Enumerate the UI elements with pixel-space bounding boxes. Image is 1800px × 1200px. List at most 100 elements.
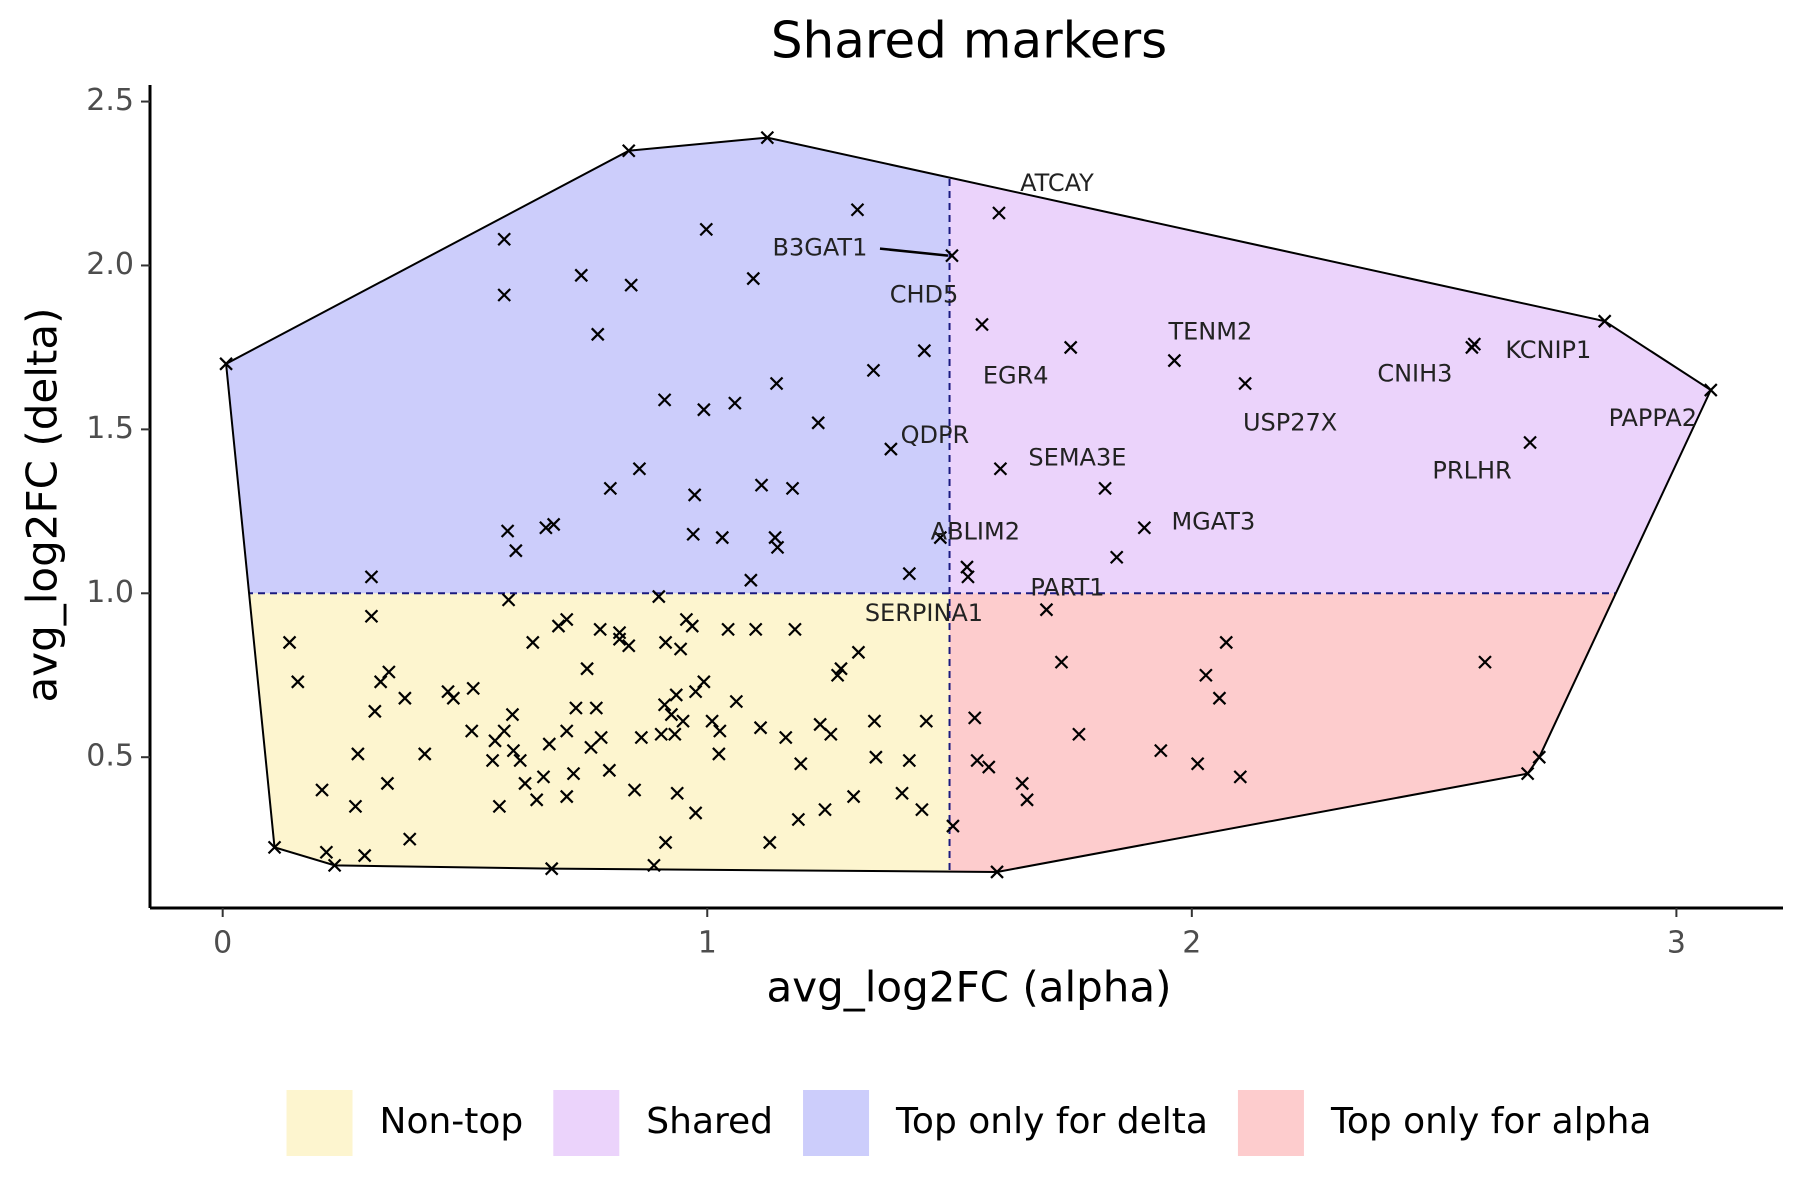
point [982, 760, 996, 774]
point [688, 684, 703, 699]
point [492, 799, 507, 814]
y-tick-label: 1.0 [86, 575, 134, 610]
point [348, 799, 363, 814]
point [539, 520, 553, 535]
point [368, 704, 382, 719]
legend-swatch [286, 1090, 353, 1156]
point [768, 530, 782, 545]
point [760, 130, 775, 145]
point [846, 789, 861, 804]
point [895, 786, 909, 801]
point [850, 202, 865, 217]
point [824, 727, 838, 742]
point [417, 747, 432, 761]
point [975, 317, 989, 332]
point [559, 789, 574, 804]
point [1199, 668, 1213, 683]
point [917, 343, 932, 358]
point-label: CHD5 [890, 280, 959, 308]
point [744, 573, 758, 587]
point [621, 638, 636, 653]
x-tick-label: 2 [1182, 926, 1201, 961]
point [915, 802, 929, 817]
point [769, 376, 784, 391]
point-label: USP27X [1243, 408, 1337, 436]
point [364, 609, 379, 624]
point [1109, 550, 1124, 565]
point [1054, 655, 1069, 669]
point [688, 806, 703, 820]
point [728, 396, 742, 410]
point [687, 488, 702, 502]
point [497, 232, 511, 247]
point [992, 206, 1006, 220]
point [705, 714, 719, 728]
legend-label: Top only for delta [895, 1101, 1208, 1142]
point-label: PAPPA2 [1609, 404, 1697, 432]
point [1219, 635, 1234, 650]
point [793, 756, 808, 771]
legend-label: Non-top [380, 1101, 524, 1142]
point [834, 661, 848, 676]
point [501, 593, 516, 607]
point [267, 840, 282, 855]
point [699, 222, 714, 237]
point [291, 675, 305, 689]
point [867, 714, 882, 728]
point [1098, 481, 1112, 496]
point [282, 635, 297, 650]
point [536, 770, 551, 784]
point [612, 632, 627, 646]
point [357, 848, 372, 863]
point [580, 661, 594, 676]
point [589, 701, 604, 715]
point [919, 714, 934, 728]
y-axis-title: avg_log2FC (delta) [18, 308, 67, 703]
point [1015, 776, 1030, 791]
point [559, 612, 574, 627]
point-label: QDPR [901, 421, 970, 449]
point [658, 635, 673, 650]
point [1039, 602, 1054, 617]
point [1137, 520, 1152, 535]
point-label: TENM2 [1167, 318, 1252, 346]
point [1167, 353, 1182, 368]
point [960, 560, 974, 574]
point [811, 416, 825, 430]
point [497, 724, 511, 738]
point [509, 543, 523, 558]
point [946, 819, 960, 833]
region [226, 137, 950, 594]
point [551, 619, 566, 633]
x-tick-label: 1 [698, 926, 717, 961]
point [500, 524, 515, 538]
point [791, 812, 806, 827]
point [866, 363, 881, 378]
point [715, 530, 730, 545]
point [1190, 756, 1205, 771]
point [670, 786, 684, 801]
point [574, 268, 589, 283]
point [513, 753, 527, 768]
point [627, 783, 642, 797]
point [676, 714, 690, 728]
point [1704, 383, 1718, 397]
point-label: B3GAT1 [773, 234, 868, 262]
point [569, 701, 583, 715]
point-label: MGAT3 [1171, 508, 1255, 536]
point [658, 835, 673, 850]
point [380, 776, 395, 791]
point [830, 668, 845, 683]
point [778, 730, 793, 745]
point-label: ATCAY [1020, 169, 1094, 197]
point [566, 766, 581, 781]
point [697, 402, 711, 417]
point [754, 478, 769, 492]
legend-swatch [553, 1090, 620, 1156]
point [602, 763, 617, 778]
chart-title: Shared markers [771, 12, 1167, 70]
point-label: EGR4 [983, 361, 1049, 389]
point-label: CNIH3 [1377, 359, 1452, 387]
point [1478, 655, 1492, 669]
